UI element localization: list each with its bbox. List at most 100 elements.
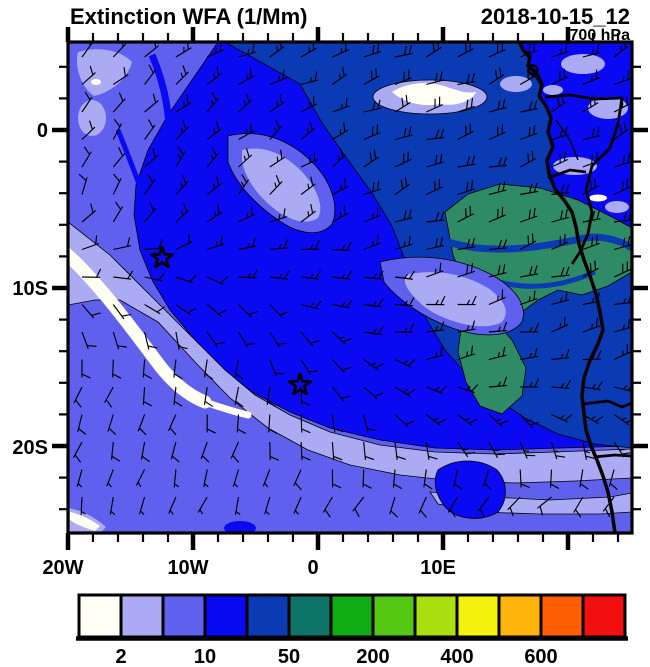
wind-barb — [112, 304, 132, 320]
barb-full — [346, 241, 352, 251]
barb-full — [375, 68, 378, 78]
barb-full — [527, 70, 530, 80]
wind-barb — [425, 42, 442, 58]
barb-half — [560, 353, 564, 359]
wind-barb — [519, 469, 530, 489]
barb-full — [424, 483, 433, 490]
wind-barb — [582, 317, 600, 333]
wind-barb — [457, 384, 479, 394]
barb-full — [334, 428, 344, 433]
wind-barb — [232, 469, 240, 488]
barb-half — [340, 212, 342, 218]
wind-barb — [269, 441, 279, 461]
barb-half — [180, 72, 184, 78]
barb-full — [619, 124, 623, 135]
wind-barb — [266, 386, 276, 407]
wind-barb — [238, 206, 256, 223]
wind-barb — [453, 469, 463, 490]
barb-full — [369, 152, 373, 162]
wind-barb — [488, 264, 507, 278]
barb-full — [156, 306, 166, 313]
barb-full — [497, 126, 499, 136]
barb-half — [371, 213, 374, 219]
field-lavender-patch — [605, 201, 629, 213]
barb-full — [408, 270, 415, 280]
barb-full — [591, 210, 596, 221]
barb-full — [479, 508, 485, 518]
barb-half — [294, 509, 299, 515]
wind-barb — [238, 43, 256, 58]
barb-full — [497, 239, 503, 249]
barb-half — [213, 183, 216, 189]
wind-barb — [206, 331, 225, 348]
wind-barb — [206, 66, 222, 85]
wind-barb — [138, 496, 146, 515]
wind-barb — [140, 441, 151, 463]
barb-full — [252, 269, 258, 279]
wind-barb — [582, 350, 602, 361]
barb-full — [529, 266, 533, 276]
wind-barb — [394, 176, 411, 195]
barb-half — [177, 154, 182, 160]
barb-full — [560, 127, 563, 137]
barb-full — [528, 126, 531, 137]
wind-barb — [301, 240, 320, 251]
barb-full — [279, 94, 283, 104]
barb-full — [625, 417, 632, 424]
barb-full — [589, 262, 592, 273]
wind-barb — [332, 178, 349, 196]
barb-full — [502, 181, 506, 192]
barb-full — [469, 123, 472, 133]
field-blue-streak — [148, 53, 173, 156]
plot-title: Extinction WFA (1/Mm) — [70, 4, 308, 29]
barb-half — [264, 482, 269, 488]
wind-barb — [613, 318, 632, 333]
wind-barb — [613, 178, 631, 196]
barb-half — [233, 482, 239, 488]
barb-full — [279, 42, 283, 49]
barb-full — [376, 180, 380, 191]
barb-half — [340, 103, 343, 109]
barb-full — [434, 181, 436, 191]
wind-barb — [331, 414, 344, 433]
barb-half — [529, 327, 533, 333]
barb-full — [301, 428, 311, 434]
barb-full — [341, 395, 351, 399]
barb-half — [169, 509, 174, 515]
wind-barb — [457, 123, 474, 141]
wind-barb — [457, 180, 475, 196]
barb-half — [215, 241, 218, 247]
barb-full — [437, 418, 447, 424]
wind-barb — [238, 304, 258, 318]
wind-barb — [175, 42, 192, 58]
barb-full — [117, 345, 127, 348]
wind-barb — [206, 304, 228, 317]
barb-full — [217, 204, 220, 214]
station-star-2 — [288, 372, 312, 396]
barb-full — [408, 44, 413, 55]
barb-full — [595, 69, 598, 79]
barb-full — [593, 95, 596, 105]
barb-full — [408, 323, 415, 333]
colorbar-cell — [77, 593, 123, 639]
star-icon — [150, 245, 174, 269]
barb-full — [400, 179, 404, 190]
barb-full — [324, 509, 331, 518]
barb-full — [465, 451, 476, 455]
barb-full — [173, 373, 183, 380]
barb-half — [559, 414, 565, 419]
wind-barb — [488, 181, 507, 196]
barb-full — [310, 176, 314, 186]
wind-barb — [582, 260, 599, 278]
wind-barb — [582, 381, 603, 391]
country-border — [544, 93, 624, 265]
barb-full — [123, 67, 126, 77]
wind-barb — [238, 93, 253, 113]
wind-barb — [551, 234, 569, 251]
barb-full — [471, 155, 476, 165]
barb-half — [462, 448, 469, 451]
barb-full — [454, 483, 463, 490]
wind-barb — [332, 331, 352, 345]
wind-barb — [269, 94, 285, 113]
barb-full — [528, 209, 531, 219]
